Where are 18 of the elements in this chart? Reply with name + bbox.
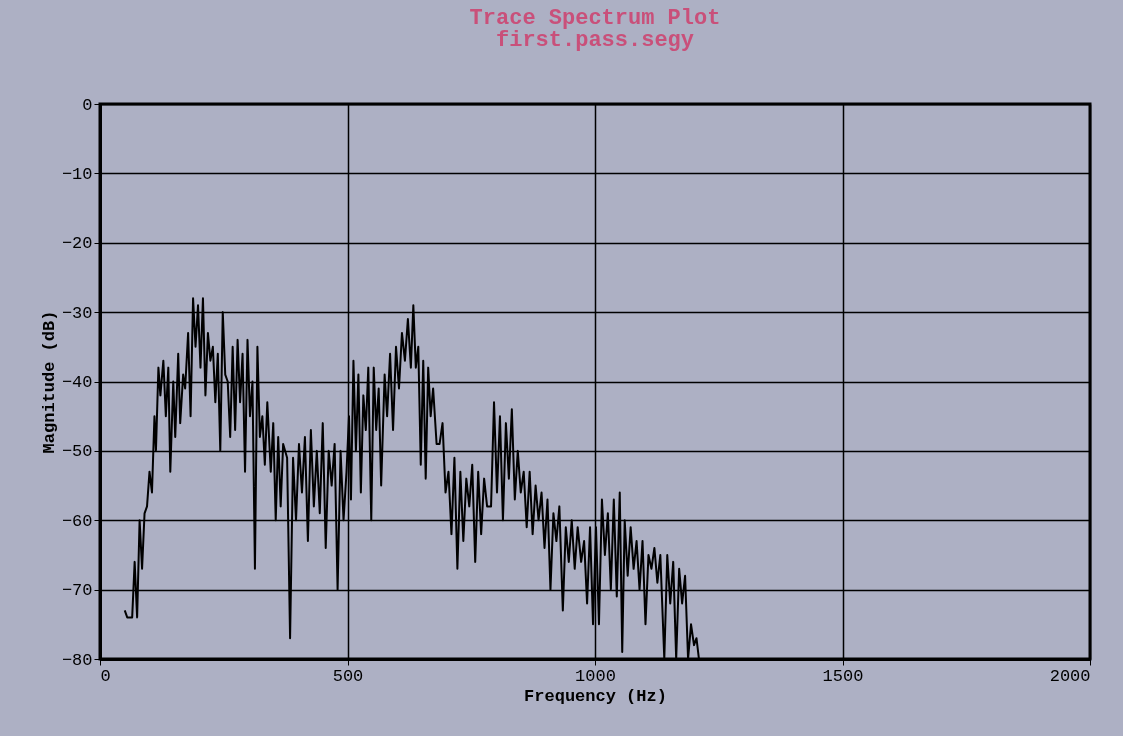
y-tick-label: −50	[61, 442, 93, 462]
y-tick-label: −60	[61, 511, 93, 531]
y-axis-title: Magnitude (dB)	[39, 310, 59, 454]
y-tick-label: −80	[61, 650, 93, 670]
x-axis-title: Frequency (Hz)	[524, 686, 667, 706]
y-tick-label: −30	[61, 303, 93, 323]
y-tick-label: −20	[61, 234, 93, 254]
x-tick-label: 0	[100, 666, 111, 686]
y-tick-label: 0	[82, 95, 93, 115]
y-tick-label: −10	[61, 164, 93, 184]
x-tick-label: 1000	[575, 666, 616, 686]
y-tick-label: −70	[61, 581, 93, 601]
chart-title: Trace Spectrum Plot	[469, 6, 721, 31]
x-tick-label: 1500	[822, 666, 864, 686]
chart-subtitle: first.pass.segy	[495, 28, 695, 53]
x-tick-label: 2000	[1049, 666, 1091, 686]
x-tick-label: 500	[332, 666, 364, 686]
y-tick-label: −40	[61, 373, 93, 392]
